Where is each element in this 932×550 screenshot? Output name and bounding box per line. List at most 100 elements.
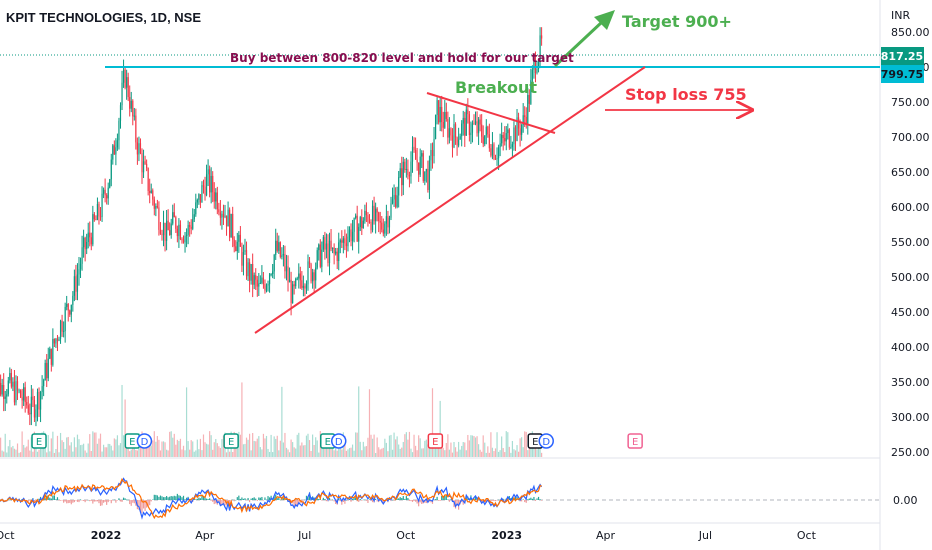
volume-bar	[502, 448, 504, 457]
volume-bar	[83, 443, 85, 457]
candle-body	[516, 117, 518, 142]
indicator-histogram-bar	[447, 499, 449, 500]
candle-body	[439, 106, 441, 123]
indicator-histogram-bar	[497, 499, 500, 501]
volume-bar	[327, 446, 329, 457]
indicator-histogram-bar	[158, 496, 160, 500]
indicator-histogram-bar	[129, 500, 131, 505]
indicator-histogram-bar	[47, 495, 49, 500]
candle-body	[462, 117, 464, 124]
candle-body	[199, 194, 202, 203]
volume-bar	[284, 432, 286, 457]
candle-body	[447, 118, 449, 138]
price-badge-label: 799.75	[881, 68, 923, 81]
indicator-histogram-bar	[167, 497, 169, 500]
volume-bar	[318, 452, 320, 457]
earnings-event-icon[interactable]	[31, 433, 47, 449]
candle-body	[207, 169, 209, 175]
earnings-event-icon[interactable]	[223, 433, 239, 449]
volume-bar	[63, 442, 65, 457]
volume-bar	[448, 449, 450, 457]
volume-bar	[115, 439, 117, 457]
volume-bar	[69, 445, 71, 457]
indicator-histogram-bar	[142, 500, 145, 509]
volume-bar	[398, 444, 400, 457]
dividend-event-icon[interactable]	[136, 433, 153, 449]
candle-body	[278, 242, 280, 251]
target-annotation: Target 900+	[622, 12, 732, 31]
volume-bar	[388, 435, 391, 457]
candle-body	[275, 240, 277, 255]
indicator-histogram-bar	[438, 500, 440, 501]
volume-bar	[468, 440, 470, 457]
volume-bar	[53, 452, 56, 457]
indicator-histogram-bar	[79, 499, 82, 500]
candle-body	[122, 69, 125, 83]
candle-body	[66, 303, 68, 307]
volume-bar	[474, 437, 477, 457]
candle-body	[155, 206, 157, 209]
candle-body	[59, 320, 62, 339]
indicator-histogram-bar	[162, 497, 165, 500]
indicator-histogram-bar	[533, 496, 535, 500]
candle-body	[539, 35, 541, 61]
candle-body	[135, 115, 137, 143]
indicator-histogram-bar	[44, 498, 46, 500]
candle-body	[430, 149, 432, 161]
volume-bar	[192, 441, 194, 457]
candle-body	[342, 238, 344, 243]
dividend-event-icon[interactable]	[538, 433, 554, 449]
volume-bar	[299, 445, 301, 457]
volume-bar	[384, 438, 386, 457]
candle-body	[296, 278, 298, 280]
indicator-histogram-bar	[401, 497, 403, 500]
volume-bar	[407, 439, 409, 457]
indicator-histogram-bar	[63, 500, 65, 503]
volume-bar	[393, 432, 395, 457]
indicator-histogram-bar	[536, 498, 538, 500]
indicator-histogram-bar	[353, 497, 355, 500]
price-axis[interactable]: 250.00 300.00 350.00 400.00 450.00 500.00 550.…	[891, 26, 930, 459]
volume-bar	[485, 452, 487, 457]
indicator-histogram-bar	[119, 500, 122, 502]
earnings-event-icon[interactable]	[427, 433, 444, 449]
candle-body	[61, 320, 63, 332]
candle-body	[321, 249, 323, 267]
candle-body	[233, 239, 235, 247]
indicator-histogram-bar	[388, 499, 391, 500]
candle-body	[464, 117, 466, 136]
price-tick-label: 600.00	[891, 201, 930, 214]
time-axis[interactable]: Oct 2022 Apr Jul Oct 2023 Apr Jul Oct	[0, 529, 817, 542]
volume-bar	[79, 445, 82, 457]
candle-body	[365, 210, 368, 216]
volume-bar	[101, 451, 103, 457]
volume-bar	[159, 450, 162, 457]
candle-body	[23, 387, 25, 401]
volume-bar	[173, 433, 175, 457]
volume-bar	[178, 440, 180, 457]
time-tick-label: Oct	[797, 529, 817, 542]
volume-bar	[47, 435, 49, 457]
candle-body	[192, 219, 194, 229]
candle-body	[391, 199, 394, 204]
indicator-histogram-bar	[144, 500, 146, 511]
volume-bar	[358, 386, 360, 457]
indicator-histogram-bar	[58, 500, 60, 501]
indicator-histogram-bar	[209, 498, 211, 500]
volume-bar	[170, 431, 172, 457]
volume-bar	[454, 447, 457, 457]
volume-bar	[153, 431, 155, 457]
indicator-histogram-bar	[195, 499, 197, 500]
dividend-event-icon[interactable]	[330, 433, 347, 449]
volume-bar	[361, 450, 363, 457]
earnings-event-icon[interactable]	[627, 433, 643, 449]
indicator-histogram-bar	[241, 497, 243, 500]
candle-body	[322, 237, 324, 250]
indicator-histogram-bar	[161, 496, 163, 500]
volume-bar	[210, 435, 212, 457]
volume-bar	[313, 444, 315, 457]
volume-bar	[84, 450, 86, 457]
volume-bar	[344, 435, 346, 457]
candle-body	[487, 126, 489, 135]
